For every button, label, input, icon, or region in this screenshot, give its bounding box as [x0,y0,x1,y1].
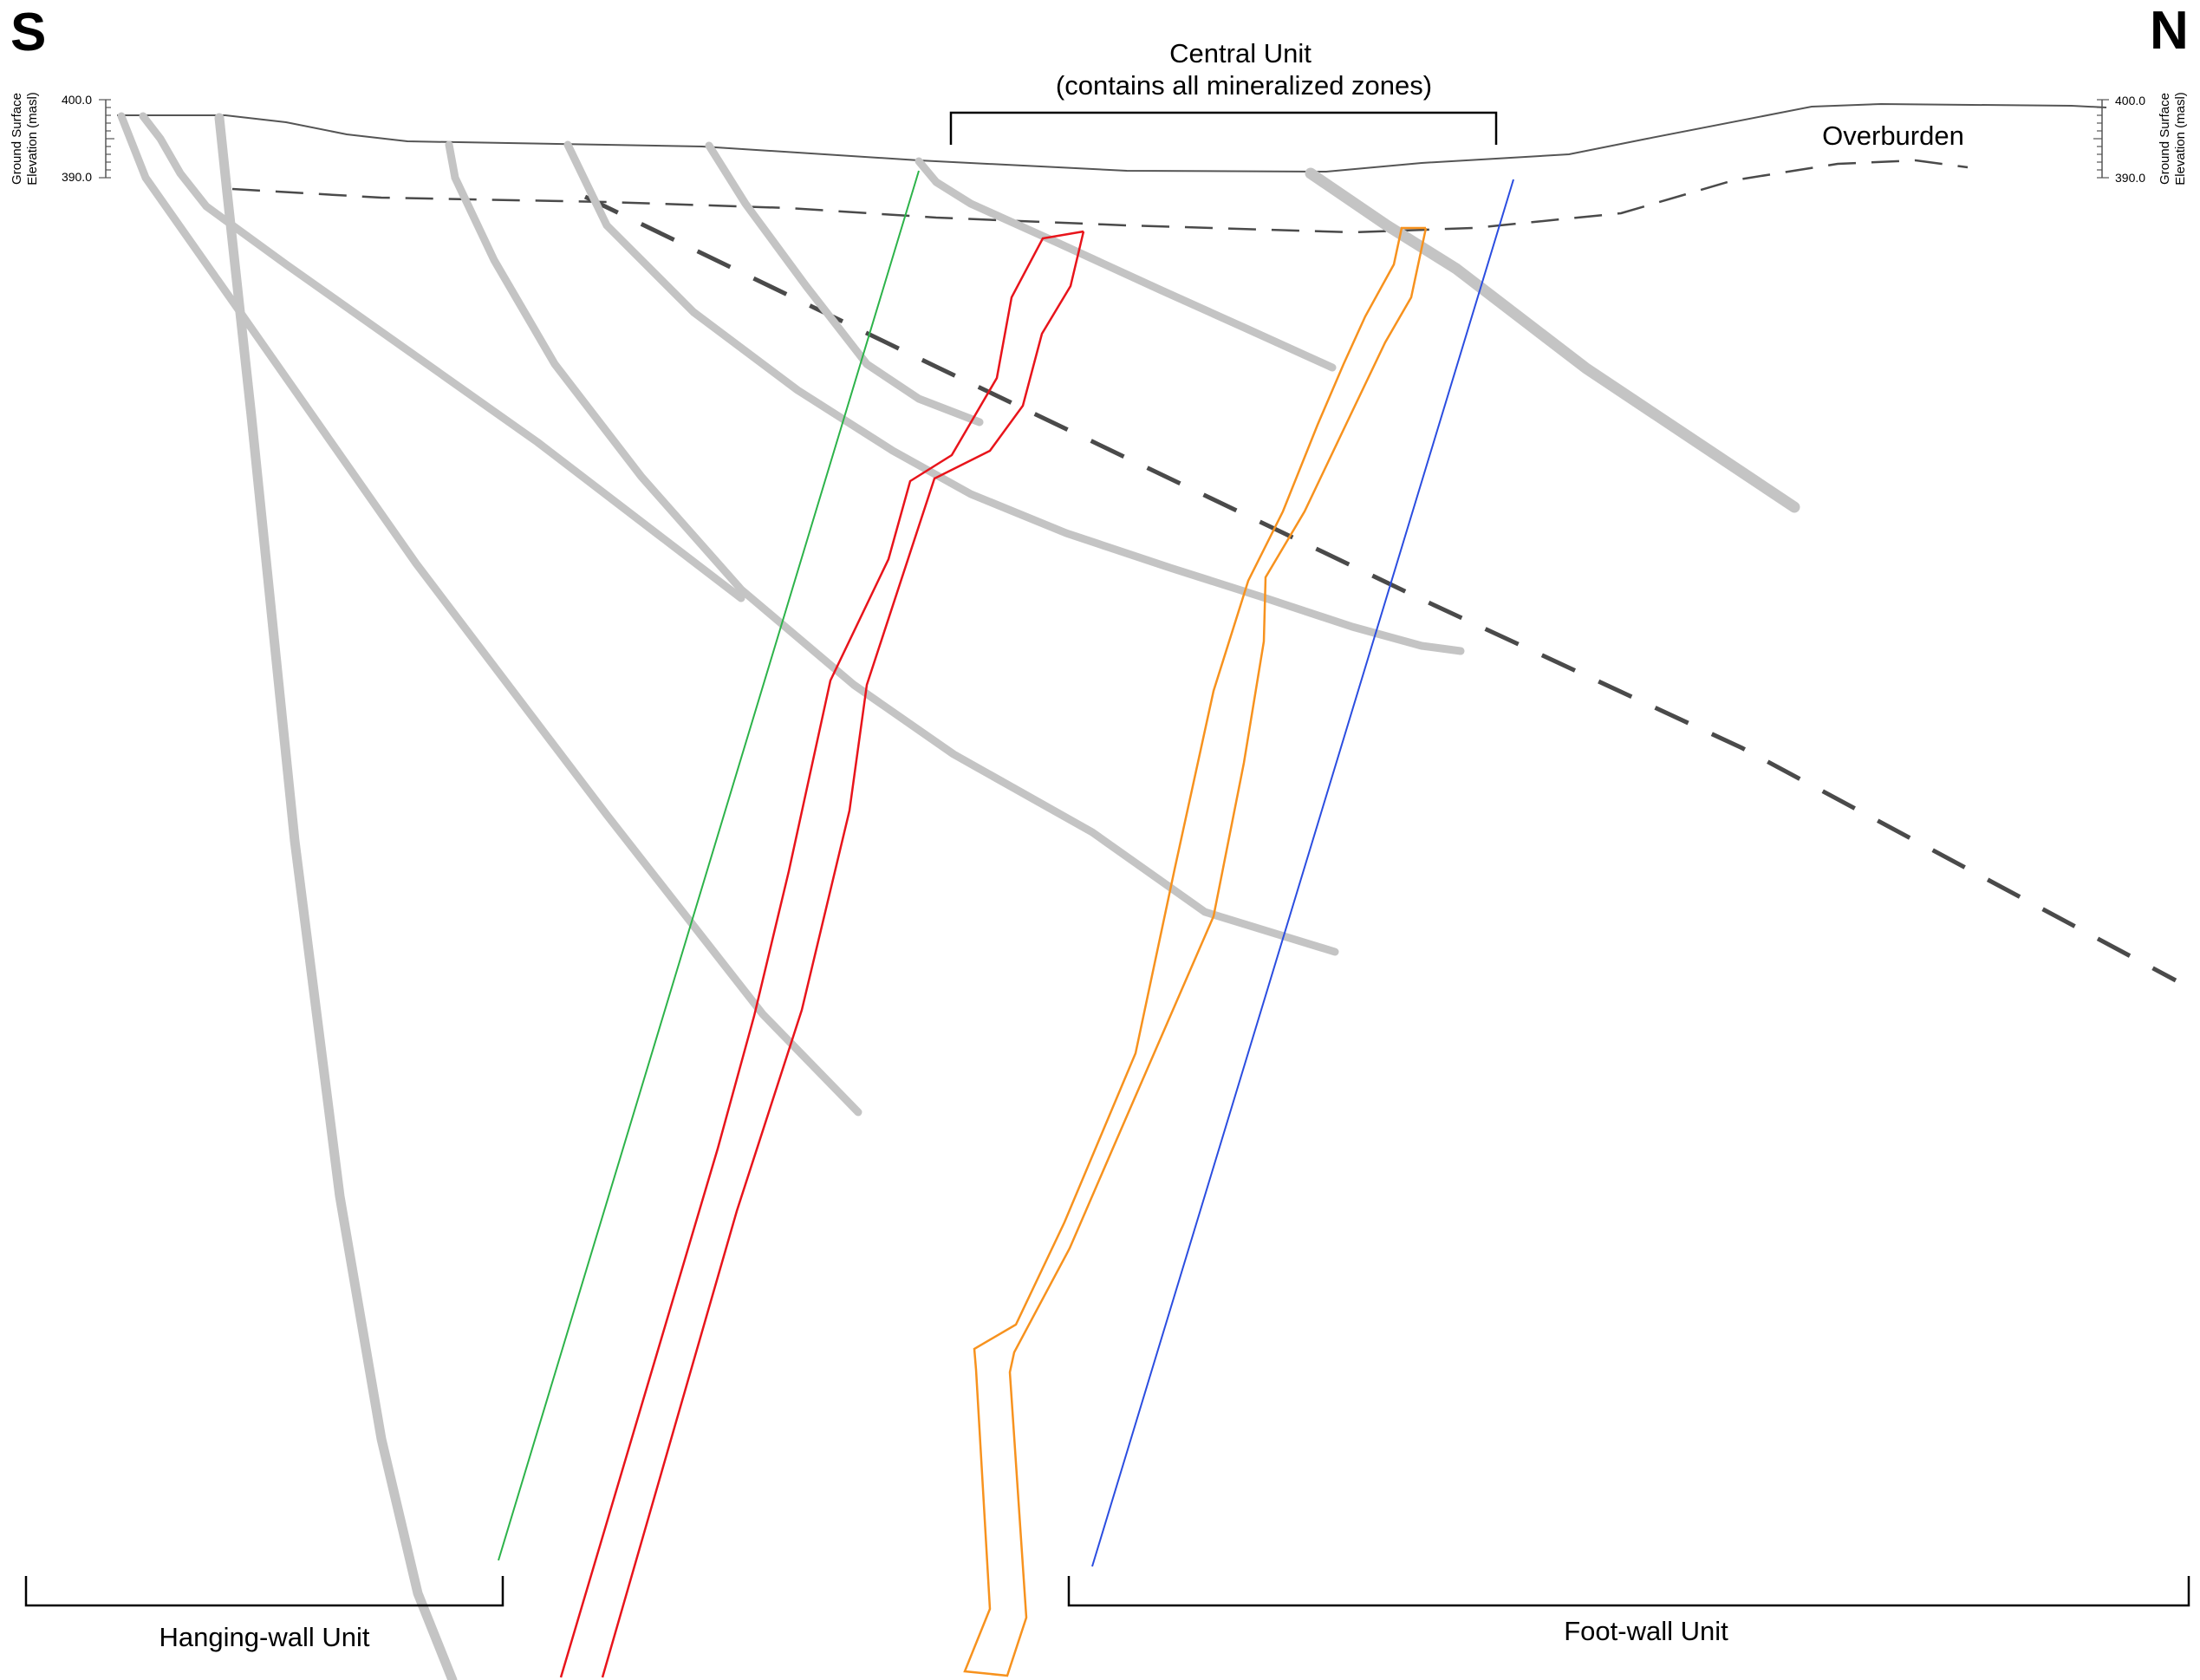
foot-wall-bracket [1067,1576,2190,1607]
south-label: S [10,3,46,62]
foot-wall-label: Foot-wall Unit [1564,1616,1728,1646]
structure-south-middle [139,112,745,602]
blue-drillhole [1091,179,1514,1567]
ground-surface-line [117,102,2107,173]
left-scale-ticks [99,99,114,179]
left-scale-top-value: 400.0 [62,93,92,107]
green-drillhole [498,170,920,1561]
structure-south-long [117,112,862,1117]
structure-mid-west [445,140,1339,956]
overburden-label: Overburden [1822,120,1964,151]
north-label: N [2150,1,2189,61]
left-scale-bottom-value: 390.0 [62,170,92,184]
overburden-base-line [231,159,1969,234]
hanging-wall-bracket [24,1576,504,1607]
central-unit-label: Central Unit [1169,38,1312,68]
right-scale-top-value: 400.0 [2115,94,2145,107]
structure-short-central [705,141,984,427]
central-unit-sublabel: (contains all mineralized zones) [1056,70,1432,101]
structure-mid-central [563,140,1465,655]
structure-central-north [914,157,1337,372]
hanging-wall-label: Hanging-wall Unit [159,1622,370,1652]
central-unit-bracket [949,111,1498,145]
right-scale-axis-label-2: Elevation (masl) [2173,92,2188,186]
structure-north [1305,167,1800,513]
left-scale-axis-label-1: Ground Surface [10,93,24,185]
right-scale-bottom-value: 390.0 [2115,171,2145,185]
structural-traces [117,112,1800,1680]
left-elevation-scale: 400.0 390.0 Ground Surface Elevation (ma… [10,92,114,186]
dashed-fault-line [583,194,2177,983]
orange-mineralized-zone [963,226,1428,1677]
right-scale-ticks [2093,99,2109,179]
left-scale-axis-label-2: Elevation (masl) [25,92,40,186]
right-elevation-scale: 400.0 390.0 Ground Surface Elevation (ma… [2093,92,2188,186]
red-mineralized-zone [559,230,1085,1678]
right-scale-axis-label-1: Ground Surface [2158,93,2172,185]
structure-steep-long [214,113,458,1680]
